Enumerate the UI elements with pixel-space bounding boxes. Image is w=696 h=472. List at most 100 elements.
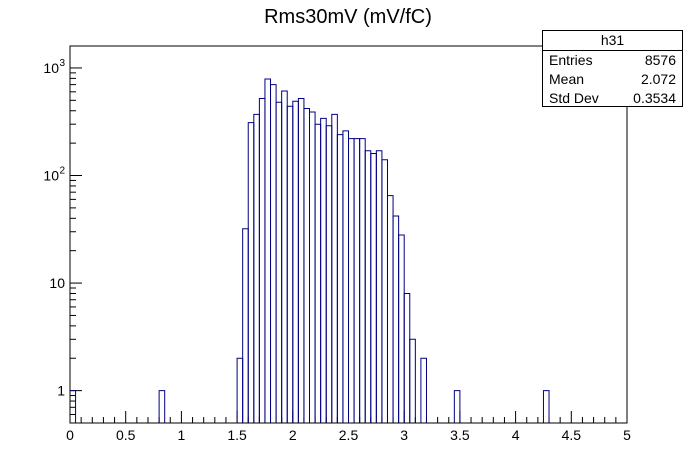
histogram-bin [253, 113, 260, 423]
histogram-bin-outline [420, 357, 427, 423]
histogram-bin-outline [297, 97, 305, 423]
histogram-bin [309, 111, 316, 423]
histogram-bin [348, 138, 355, 423]
histogram-bin-outline [247, 122, 255, 423]
histogram-bin [236, 357, 244, 423]
histogram-bin-outline [364, 150, 372, 423]
histogram-bin [420, 357, 427, 423]
histogram-bin [342, 130, 349, 423]
histogram-bin-outline [386, 195, 394, 423]
histogram-bin [247, 122, 255, 423]
histogram-bin-outline [325, 125, 333, 423]
stats-histogram-name: h31 [543, 31, 682, 51]
histogram-bin-outline [542, 390, 550, 423]
y-tick-label-base: 10 [43, 168, 59, 184]
x-tick-label: 2.5 [339, 427, 359, 443]
histogram-bin-outline [292, 100, 299, 423]
x-tick-label: 1 [178, 427, 186, 443]
histogram-bin [258, 97, 266, 423]
histogram-bin [403, 292, 411, 423]
histogram-bin-outline [336, 134, 344, 423]
histogram-bin [409, 338, 416, 423]
histogram-bin-outline [303, 107, 311, 423]
histogram-bin [242, 228, 249, 423]
histogram-bin-outline [409, 338, 416, 423]
x-tick-label: 1.5 [227, 427, 247, 443]
histogram-bin [320, 117, 327, 423]
x-tick-label: 0.5 [116, 427, 136, 443]
x-tick-label: 3.5 [450, 427, 470, 443]
histogram-bin [303, 107, 311, 423]
y-tick-label: 10 [49, 275, 65, 291]
histogram-bin-outline [403, 292, 411, 423]
histogram-bin [398, 234, 405, 423]
histogram-bin [286, 105, 294, 423]
histogram-bin-outline [258, 97, 266, 423]
histogram-bin [275, 101, 283, 423]
stats-entries-value: 8576 [644, 52, 676, 68]
x-tick-label: 4 [512, 427, 520, 443]
stats-box: h31 Entries 8576 Mean 2.072 Std Dev 0.35… [542, 30, 683, 107]
histogram-bin [542, 390, 550, 423]
histogram-bin [370, 153, 377, 423]
histogram-bin [392, 215, 400, 423]
histogram-bin [281, 90, 288, 423]
histogram-bin [270, 84, 277, 423]
histogram-bin-outline [381, 159, 388, 423]
x-tick-label: 3 [400, 427, 408, 443]
stats-stddev-row: Std Dev 0.3534 [543, 89, 682, 108]
histogram-bin-outline [392, 215, 400, 423]
stats-mean-value: 2.072 [640, 71, 676, 87]
histogram-bin-outline [264, 78, 272, 423]
stats-stddev-label: Std Dev [549, 90, 599, 106]
x-tick-label: 0 [66, 427, 74, 443]
histogram-bin-outline [342, 130, 349, 423]
histogram-bin [314, 123, 322, 423]
stats-mean-label: Mean [549, 71, 585, 87]
histogram-bin-outline [370, 153, 377, 423]
x-tick-label: 2 [289, 427, 297, 443]
histogram-bin-outline [158, 390, 166, 423]
histogram-bin [158, 390, 166, 423]
stats-entries-label: Entries [549, 52, 593, 68]
histogram-bin [364, 150, 372, 423]
histogram-bin-outline [359, 138, 366, 423]
histogram-bin [325, 125, 333, 423]
histogram-bin-outline [309, 111, 316, 423]
y-tick-label-exponent: 2 [59, 166, 65, 177]
histogram-bin-outline [286, 105, 294, 423]
histogram-bin-outline [242, 228, 249, 423]
histogram-bin [375, 150, 383, 423]
histogram-bin [264, 78, 272, 423]
histogram-bin [381, 159, 388, 423]
histogram-bin [386, 195, 394, 423]
x-tick-label: 5 [623, 427, 631, 443]
stats-stddev-value: 0.3534 [633, 90, 676, 106]
histogram-bin [359, 138, 366, 423]
histogram-bin-outline [331, 113, 338, 423]
histogram-bin [353, 138, 361, 423]
histogram-bin [297, 97, 305, 423]
histogram-bin-outline [375, 150, 383, 423]
histogram-bin-outline [275, 101, 283, 423]
y-tick-label-base: 10 [43, 60, 59, 76]
histogram-bin [292, 100, 299, 423]
histogram-bin [453, 390, 461, 423]
histogram-bin [331, 113, 338, 423]
chart-title: Rms30mV (mV/fC) [264, 6, 432, 28]
histogram-bin-outline [236, 357, 244, 423]
plot-frame [69, 45, 628, 424]
x-tick-label: 4.5 [562, 427, 582, 443]
y-tick-label: 1 [57, 383, 65, 399]
histogram-bin-outline [353, 138, 361, 423]
histogram-bin-outline [453, 390, 461, 423]
histogram-series [69, 78, 550, 423]
stats-mean-row: Mean 2.072 [543, 70, 682, 89]
histogram-bin-outline [320, 117, 327, 423]
y-tick-label-exponent: 3 [59, 58, 65, 69]
histogram-bin-outline [281, 90, 288, 423]
histogram-bin-outline [398, 234, 405, 423]
histogram-bin-outline [253, 113, 260, 423]
